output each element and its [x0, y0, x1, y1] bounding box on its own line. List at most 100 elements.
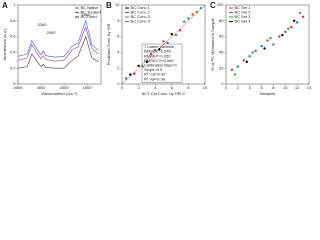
- x-axis-label: Samples: [260, 91, 276, 96]
- identity-line: [121, 4, 206, 85]
- stats-line: RMSEP=0.052: [144, 53, 171, 58]
- stats-line: RMSEC=0.046: [144, 49, 172, 54]
- y-tick-label: 0: [221, 81, 224, 86]
- point: [301, 15, 305, 19]
- x-tick-label: 2000: [60, 85, 70, 90]
- peak-annotation: 2900: [47, 30, 57, 35]
- point: [230, 68, 234, 71]
- legend-label: BC Set 4: [235, 19, 252, 24]
- point: [254, 49, 257, 53]
- point: [272, 43, 275, 46]
- y-tick-label: 4: [117, 49, 120, 54]
- point: [260, 44, 263, 48]
- point: [278, 35, 281, 38]
- peak-annotation: 1060: [82, 12, 92, 17]
- point: [199, 6, 203, 10]
- point: [290, 25, 293, 29]
- x-tick-label: 10: [283, 85, 288, 90]
- point: [166, 41, 169, 45]
- y-tick-label: 2: [117, 65, 120, 70]
- y-tick-label: 0: [117, 81, 120, 86]
- point: [292, 19, 296, 22]
- spectrum-line: [17, 35, 99, 69]
- spectrum-line: [17, 19, 99, 58]
- stats-line: Slope=0.9: [144, 67, 163, 72]
- legend-label: BC Native: [81, 5, 100, 10]
- point: [145, 60, 149, 64]
- y-tick-label: 0.2: [10, 65, 16, 70]
- point: [295, 21, 299, 24]
- point: [236, 65, 240, 68]
- x-tick-label: 8: [272, 85, 275, 90]
- legend-label: BC Set 3: [235, 14, 252, 19]
- y-tick-label: 0.6: [10, 34, 16, 39]
- point: [287, 27, 290, 30]
- point: [187, 17, 190, 20]
- panel-title: A: [2, 1, 8, 10]
- plot-frame: [17, 4, 102, 85]
- y-tick-label: 0: [13, 81, 16, 86]
- x-tick-label: 2: [237, 85, 240, 90]
- x-tick-label: 3000: [37, 85, 47, 90]
- point: [263, 47, 266, 50]
- stats-line: R² Cal=0.99: [144, 72, 166, 77]
- point: [158, 48, 161, 51]
- x-tick-label: 14: [307, 85, 312, 90]
- point: [154, 48, 157, 52]
- x-tick-label: 12: [295, 85, 300, 90]
- point: [174, 33, 178, 37]
- x-tick-label: 1000: [83, 85, 93, 90]
- x-tick-label: 4: [249, 85, 252, 90]
- point: [233, 73, 237, 76]
- point: [245, 60, 248, 64]
- x-tick-label: 4: [154, 85, 157, 90]
- x-tick-label: 0: [225, 85, 228, 90]
- point: [129, 73, 132, 76]
- stats-line: R² Val=0.98: [144, 76, 166, 81]
- y-tick-label: 10: [115, 2, 120, 7]
- point: [284, 30, 287, 34]
- point: [298, 11, 302, 15]
- y-tick-label: 20: [219, 65, 224, 70]
- panel-title: C: [210, 1, 216, 10]
- point: [162, 40, 165, 43]
- plot-frame: [121, 4, 206, 85]
- y-axis-label: % of PC Measured in Sample: [210, 17, 215, 70]
- y-tick-label: 0.4: [10, 49, 16, 54]
- y-axis-label: Absorbance (a.u.): [2, 28, 7, 60]
- legend-label: BC Conc 3: [131, 14, 151, 19]
- x-axis-label: Wavenumber (cm⁻¹): [41, 91, 78, 96]
- y-tick-label: 100: [217, 2, 224, 7]
- legend-label: BC Conc 1: [131, 5, 151, 10]
- stats-line: Calibration Bias=0: [144, 62, 177, 67]
- x-tick-label: 0: [121, 85, 124, 90]
- y-tick-label: 0.8: [10, 18, 16, 23]
- y-tick-label: 8: [117, 18, 120, 23]
- x-tick-label: 8: [187, 85, 190, 90]
- x-tick-label: 4000: [14, 85, 24, 90]
- y-tick-label: 1: [13, 2, 16, 7]
- x-tick-label: 10: [203, 85, 208, 90]
- x-axis-label: ACT-Cal Conc. by HPLC: [142, 91, 186, 96]
- point: [281, 33, 284, 37]
- point: [248, 55, 251, 58]
- y-tick-label: 60: [219, 34, 224, 39]
- point: [183, 20, 186, 23]
- point: [195, 10, 198, 14]
- point: [170, 33, 173, 36]
- legend-label: BC Set 2: [235, 10, 252, 15]
- legend-label: BC Conc 4: [131, 19, 151, 24]
- point: [149, 52, 153, 56]
- plot-frame: [225, 4, 310, 85]
- spectrum-line: [17, 26, 99, 62]
- x-tick-label: 6: [171, 85, 174, 90]
- legend-label: BC Treated: [81, 10, 101, 15]
- stats-box: [141, 43, 183, 83]
- legend-label: BC Dried: [81, 14, 97, 19]
- panel-title: B: [106, 1, 112, 10]
- point: [133, 72, 136, 75]
- point: [137, 64, 140, 68]
- point: [269, 36, 272, 40]
- x-tick-label: 2: [137, 85, 140, 90]
